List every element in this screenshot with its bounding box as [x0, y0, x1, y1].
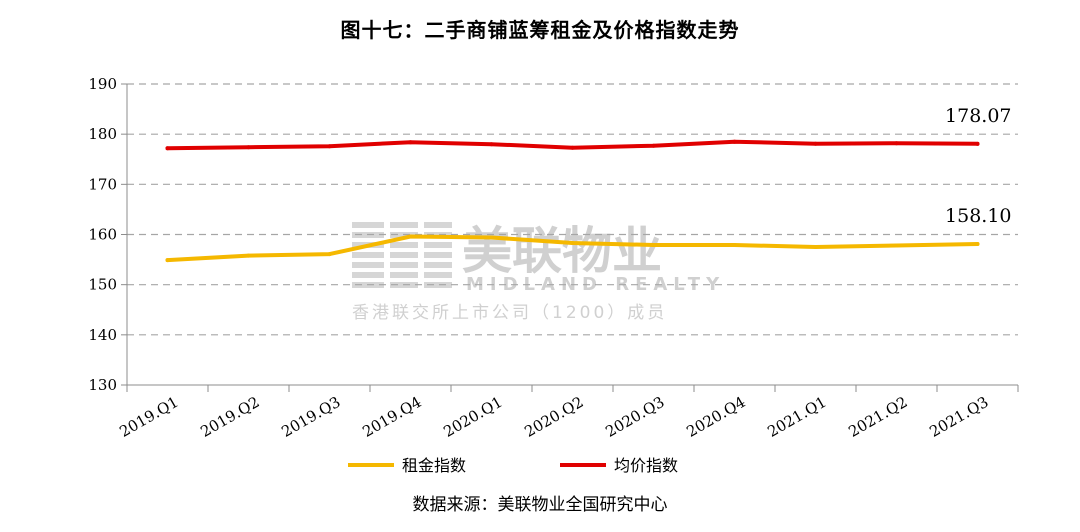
- x-tick-label: 2020.Q3: [602, 393, 667, 441]
- watermark: 美联物业 MIDLAND REALTY 香港联交所上市公司（1200）成员: [352, 222, 725, 323]
- data-point: [570, 145, 575, 150]
- watermark-brand: 美联物业: [462, 222, 662, 280]
- data-point: [894, 243, 899, 248]
- data-point: [408, 140, 413, 145]
- chart-title: 图十七：二手商铺蓝筹租金及价格指数走势: [340, 18, 740, 42]
- y-tick-label: 160: [88, 226, 117, 244]
- data-point: [408, 234, 413, 239]
- y-axis-ticks: 130 140 150 160 170 180 190: [88, 75, 127, 394]
- data-point: [732, 243, 737, 248]
- legend-label: 均价指数: [614, 456, 678, 475]
- x-tick-label: 2020.Q4: [683, 393, 748, 441]
- source-note: 数据来源：美联物业全国研究中心: [412, 495, 668, 515]
- data-point: [165, 258, 170, 263]
- end-labels: 158.10 178.07: [945, 105, 1011, 227]
- data-point: [813, 245, 818, 250]
- watermark-english: MIDLAND REALTY: [466, 274, 725, 295]
- x-tick-label: 2019.Q3: [278, 393, 343, 441]
- data-point: [570, 241, 575, 246]
- data-point: [489, 235, 494, 240]
- end-value-label: 178.07: [945, 105, 1011, 127]
- y-tick-label: 190: [88, 75, 117, 93]
- data-point: [165, 146, 170, 151]
- x-tick-label: 2019.Q1: [116, 393, 181, 441]
- y-tick-label: 130: [88, 376, 117, 394]
- y-tick-label: 150: [88, 276, 117, 294]
- data-point: [246, 253, 251, 258]
- data-point: [975, 141, 980, 146]
- data-point: [732, 139, 737, 144]
- y-tick-label: 170: [88, 175, 117, 193]
- data-point: [327, 252, 332, 257]
- data-point: [975, 242, 980, 247]
- end-value-label: 158.10: [945, 205, 1011, 227]
- data-point: [327, 144, 332, 149]
- series-lines: [165, 139, 980, 263]
- data-point: [651, 143, 656, 148]
- x-tick-label: 2019.Q2: [197, 393, 262, 441]
- y-tick-label: 140: [88, 326, 117, 344]
- data-point: [894, 141, 899, 146]
- data-point: [651, 243, 656, 248]
- gridlines: [127, 83, 1018, 336]
- watermark-subtitle: 香港联交所上市公司（1200）成员: [352, 303, 667, 323]
- legend: 租金指数 均价指数: [348, 456, 678, 475]
- legend-label: 租金指数: [402, 456, 466, 475]
- x-tick-label: 2021.Q2: [845, 393, 910, 441]
- x-axis-ticks: 2019.Q1 2019.Q2 2019.Q3 2019.Q4 2020.Q1 2020.…: [116, 385, 1019, 441]
- x-tick-label: 2019.Q4: [359, 393, 424, 441]
- y-tick-label: 180: [88, 125, 117, 143]
- x-tick-label: 2021.Q3: [926, 393, 991, 441]
- x-tick-label: 2020.Q2: [521, 393, 586, 441]
- watermark-logo-icon: [352, 222, 452, 288]
- data-point: [813, 141, 818, 146]
- data-point: [246, 145, 251, 150]
- x-tick-label: 2021.Q1: [764, 393, 829, 441]
- x-tick-label: 2020.Q1: [440, 393, 505, 441]
- data-point: [489, 142, 494, 147]
